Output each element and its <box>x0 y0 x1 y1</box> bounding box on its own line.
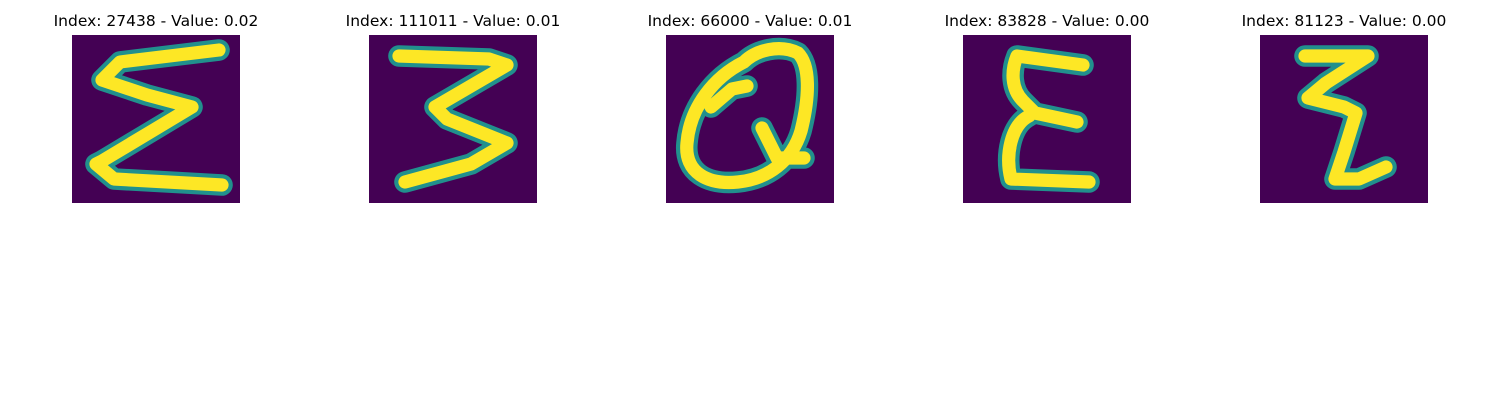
panel-4-image <box>963 35 1131 203</box>
panel-1-image <box>72 35 240 203</box>
panel-5: Index: 81123 - Value: 0.00 <box>1219 0 1469 210</box>
panel-3: Index: 66000 - Value: 0.01 <box>625 0 875 210</box>
panel-3-image <box>666 35 834 203</box>
panel-4-title: Index: 83828 - Value: 0.00 <box>944 12 1150 30</box>
panel-5-image <box>1260 35 1428 203</box>
panel-1-title: Index: 27438 - Value: 0.02 <box>53 12 259 30</box>
panel-3-title: Index: 66000 - Value: 0.01 <box>647 12 853 30</box>
panel-2-image <box>369 35 537 203</box>
panel-5-title: Index: 81123 - Value: 0.00 <box>1241 12 1447 30</box>
panel-2-title: Index: 111011 - Value: 0.01 <box>345 12 561 30</box>
panel-1: Index: 27438 - Value: 0.02 <box>31 0 281 210</box>
panel-4: Index: 83828 - Value: 0.00 <box>922 0 1172 210</box>
panel-2: Index: 111011 - Value: 0.01 <box>328 0 578 210</box>
